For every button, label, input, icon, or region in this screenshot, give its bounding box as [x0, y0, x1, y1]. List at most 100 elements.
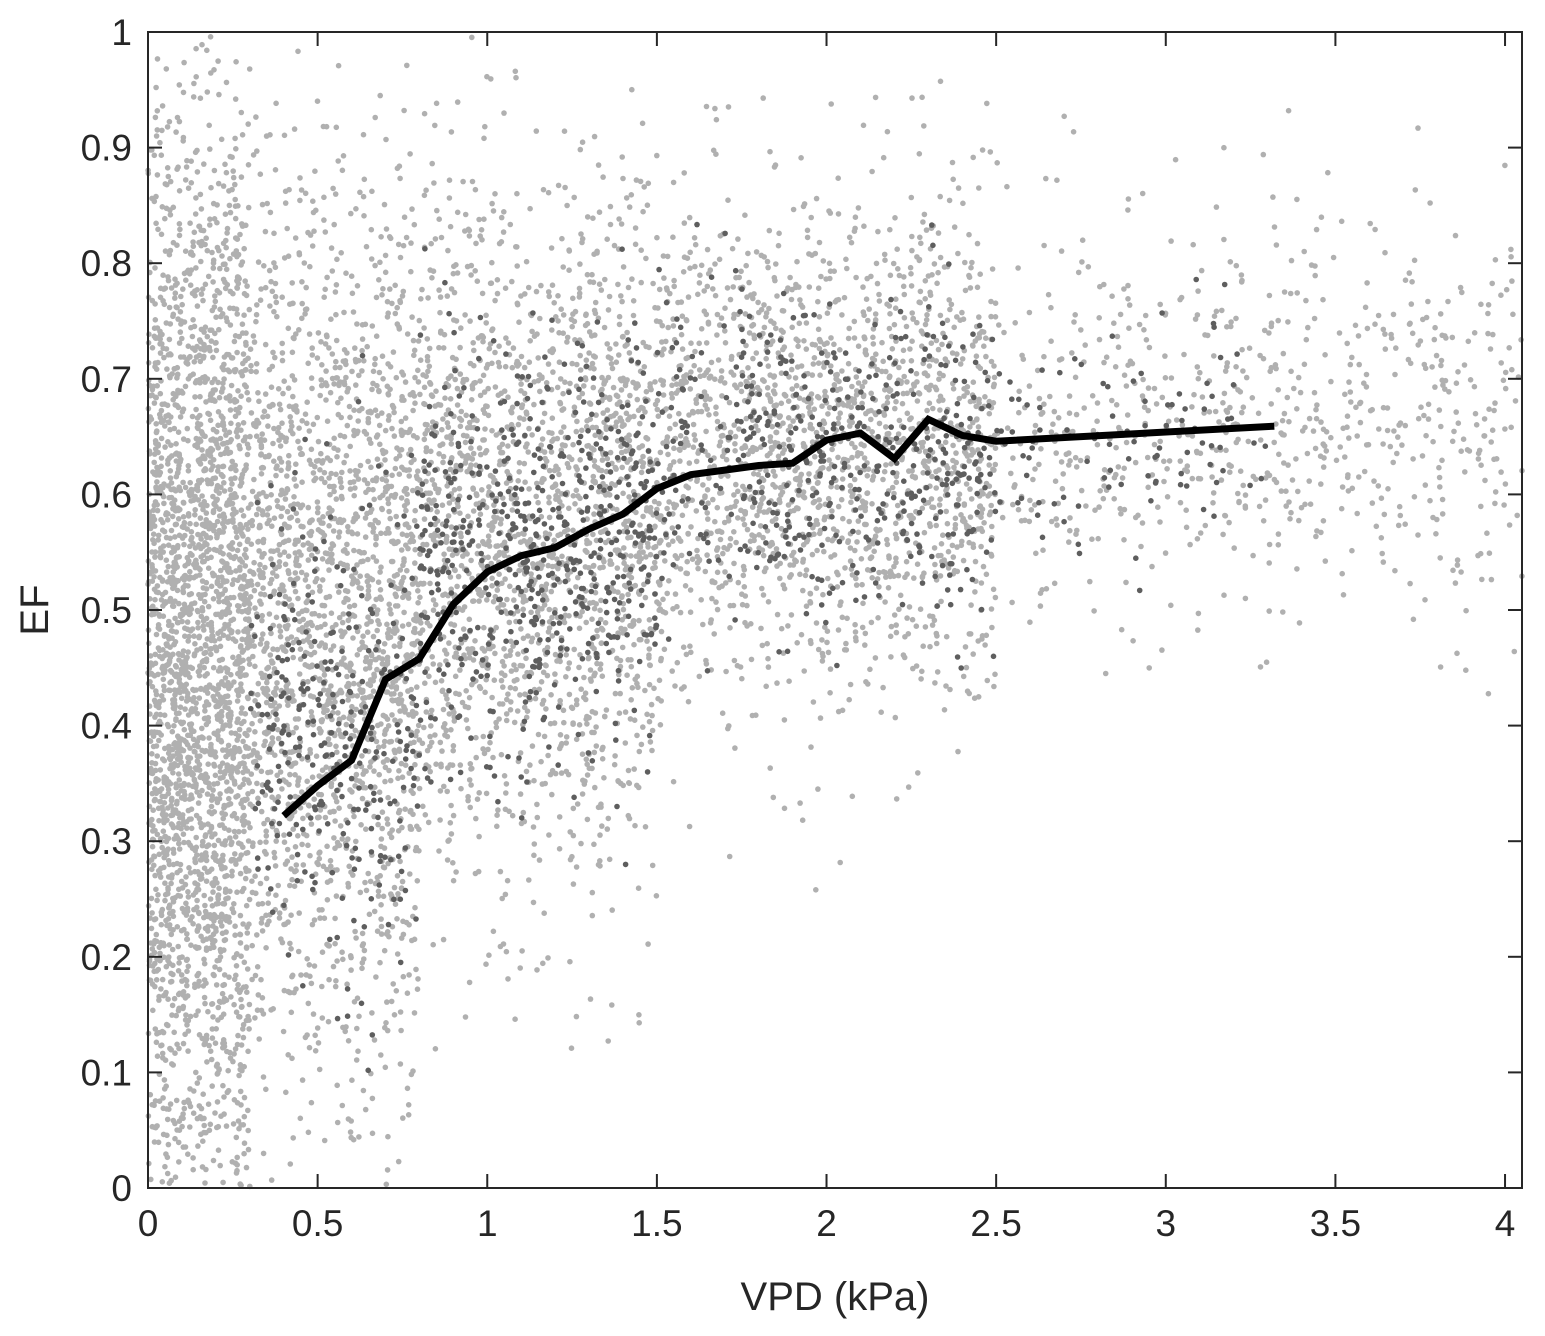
scatter-point	[268, 384, 275, 391]
scatter-point	[194, 789, 200, 795]
scatter-point	[398, 427, 405, 434]
scatter-point	[156, 411, 163, 418]
scatter-point	[225, 705, 231, 712]
scatter-point	[202, 1000, 208, 1007]
scatter-point	[215, 685, 222, 692]
scatter-point	[171, 995, 178, 1002]
scatter-point	[202, 771, 209, 777]
scatter-point	[215, 1004, 222, 1011]
scatter-point	[197, 438, 204, 444]
scatter-point	[188, 180, 195, 186]
scatter-point	[149, 866, 155, 873]
scatter-point	[264, 520, 271, 527]
scatter-point	[244, 283, 250, 289]
scatter-point	[326, 976, 332, 983]
scatter-point	[166, 687, 172, 693]
scatter-point	[162, 589, 169, 596]
scatter-point	[214, 441, 220, 448]
scatter-point	[221, 427, 228, 433]
scatter-point	[197, 339, 204, 345]
scatter-point	[198, 206, 205, 212]
scatter-point	[534, 967, 540, 973]
scatter-point	[203, 947, 210, 953]
scatter-point	[196, 872, 203, 878]
scatter-point	[174, 554, 180, 560]
scatter-point	[286, 186, 292, 193]
scatter-point	[177, 688, 183, 695]
scatter-point	[156, 737, 162, 744]
scatter-point	[545, 361, 552, 367]
scatter-point	[168, 1177, 174, 1184]
scatter-point	[378, 923, 385, 930]
scatter-point	[530, 824, 537, 830]
scatter-point	[226, 565, 232, 571]
scatter-point	[276, 541, 283, 548]
scatter-point	[164, 366, 170, 372]
scatter-point	[326, 523, 332, 529]
scatter-point	[312, 1032, 319, 1039]
scatter-point	[290, 393, 296, 400]
scatter-point	[167, 468, 174, 474]
scatter-point	[165, 957, 171, 964]
scatter-point	[172, 295, 178, 301]
scatter-point	[282, 623, 289, 630]
scatter-point	[181, 839, 187, 846]
scatter-point	[238, 1042, 245, 1048]
scatter-point	[192, 749, 198, 755]
scatter-point	[323, 397, 329, 403]
scatter-point	[218, 544, 224, 550]
scatter-point	[185, 185, 192, 191]
scatter-point	[413, 611, 419, 618]
scatter-point	[296, 562, 302, 569]
scatter-point	[155, 892, 161, 898]
scatter-point	[557, 732, 564, 738]
scatter-point	[288, 946, 294, 952]
scatter-point	[234, 1154, 240, 1161]
scatter-point	[193, 265, 199, 271]
scatter-point	[400, 562, 406, 569]
scatter-point	[194, 169, 201, 175]
scatter-point	[354, 652, 361, 658]
scatter-point	[415, 367, 421, 374]
scatter-point	[213, 314, 219, 321]
scatter-point	[172, 577, 179, 583]
scatter-point	[212, 754, 219, 760]
scatter-point	[378, 564, 384, 570]
scatter-point	[158, 986, 164, 992]
scatter-point	[243, 366, 249, 373]
scatter-point	[277, 406, 284, 413]
scatter-point	[213, 928, 219, 934]
scatter-point	[321, 613, 328, 619]
scatter-point	[164, 579, 171, 585]
scatter-point	[165, 563, 172, 570]
scatter-point	[185, 511, 192, 517]
scatter-point	[382, 764, 389, 771]
scatter-point	[640, 724, 646, 730]
scatter-point	[397, 691, 404, 698]
scatter-point	[192, 292, 198, 299]
scatter-point	[157, 950, 163, 957]
scatter-point	[433, 388, 439, 395]
scatter-point	[648, 701, 655, 708]
scatter-point	[305, 557, 312, 563]
scatter-point	[481, 216, 487, 222]
scatter-point	[316, 643, 323, 649]
scatter-point	[299, 300, 306, 307]
scatter-point	[291, 126, 298, 132]
scatter-point	[283, 683, 290, 690]
scatter-point	[242, 865, 249, 872]
scatter-point	[239, 330, 246, 336]
scatter-point	[203, 1032, 210, 1039]
scatter-point	[220, 1179, 226, 1186]
scatter-point	[406, 429, 412, 435]
scatter-point	[185, 560, 192, 567]
scatter-point	[194, 303, 201, 309]
scatter-point	[212, 298, 219, 305]
scatter-point	[328, 610, 335, 616]
scatter-point	[502, 285, 509, 292]
scatter-point	[236, 1072, 242, 1079]
scatter-point	[162, 897, 168, 904]
scatter-point	[367, 658, 374, 665]
scatter-point	[396, 326, 403, 332]
scatter-point	[276, 910, 283, 916]
